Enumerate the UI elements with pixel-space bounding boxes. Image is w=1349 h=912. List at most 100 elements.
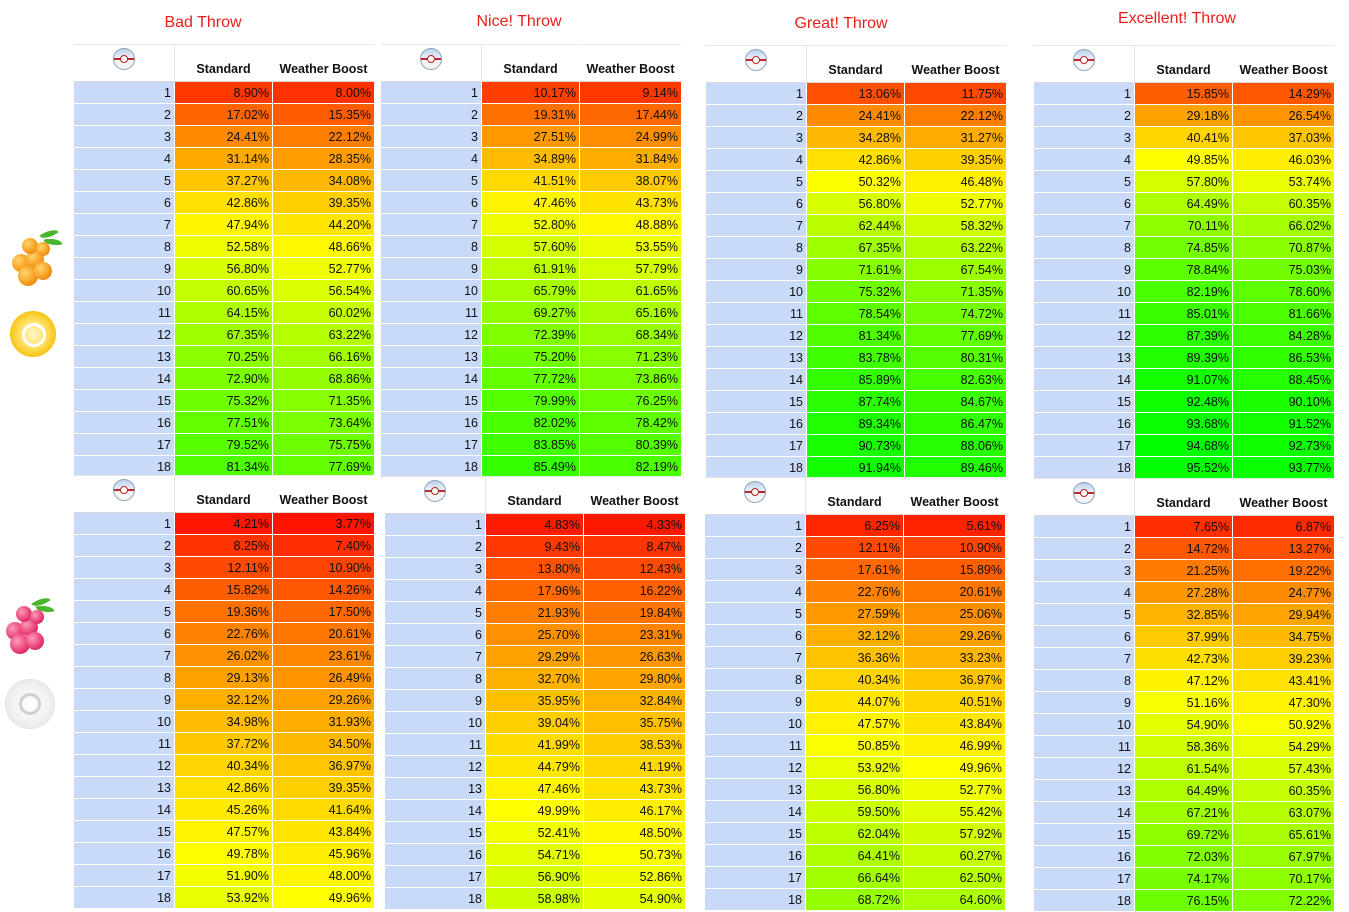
cell-weather-boost: 48.66% (272, 235, 375, 258)
column-header-weather-boost: Weather Boost (583, 476, 686, 514)
cell-weather-boost: 34.08% (272, 169, 375, 192)
cell-standard: 29.13% (174, 666, 273, 689)
row-label: 13 (385, 777, 486, 800)
table-top-2: Standard Weather Boost 1 10.17% 9.14% 2 19.31%… (381, 44, 682, 478)
throw-title-excellent: Excellent! Throw (1118, 10, 1236, 27)
cell-weather-boost: 80.39% (579, 433, 682, 456)
table-row: 15 79.99% 76.25% (381, 389, 682, 412)
row-label: 4 (381, 147, 482, 170)
cell-standard: 61.54% (1134, 757, 1233, 780)
row-label: 8 (705, 668, 806, 691)
cell-weather-boost: 66.02% (1232, 214, 1335, 237)
table-row: 11 50.85% 46.99% (705, 734, 1006, 757)
table-row: 18 58.98% 54.90% (385, 887, 686, 910)
cell-weather-boost: 52.86% (583, 865, 686, 888)
cell-weather-boost: 75.75% (272, 433, 375, 456)
row-label: 7 (74, 213, 175, 236)
cell-weather-boost: 70.17% (1232, 867, 1335, 890)
table-row: 12 72.39% 68.34% (381, 323, 682, 346)
cell-standard: 54.71% (485, 843, 584, 866)
row-label: 3 (1034, 126, 1135, 149)
premier-ball-icon (113, 479, 135, 501)
cell-standard: 78.84% (1134, 258, 1233, 281)
cell-standard: 59.50% (805, 800, 904, 823)
cell-standard: 17.02% (174, 103, 273, 126)
cell-weather-boost: 56.54% (272, 279, 375, 302)
cell-standard: 21.25% (1134, 559, 1233, 582)
row-label: 17 (74, 864, 175, 887)
table-row: 6 42.86% 39.35% (74, 191, 375, 214)
table-row: 6 47.46% 43.73% (381, 191, 682, 214)
cell-weather-boost: 40.51% (903, 690, 1006, 713)
row-label: 3 (385, 557, 486, 580)
table-row: 5 32.85% 29.94% (1034, 603, 1335, 626)
cell-weather-boost: 47.30% (1232, 691, 1335, 714)
table-row: 7 52.80% 48.88% (381, 213, 682, 236)
cell-weather-boost: 78.42% (579, 411, 682, 434)
cell-weather-boost: 23.31% (583, 623, 686, 646)
cell-weather-boost: 39.35% (272, 776, 375, 799)
table-row: 5 37.27% 34.08% (74, 169, 375, 192)
cell-standard: 47.46% (481, 191, 580, 214)
row-label: 15 (74, 389, 175, 412)
cell-weather-boost: 71.35% (272, 389, 375, 412)
cell-weather-boost: 68.34% (579, 323, 682, 346)
row-label: 7 (705, 646, 806, 669)
table-row: 16 54.71% 50.73% (385, 843, 686, 866)
row-label: 8 (74, 666, 175, 689)
table-row: 15 47.57% 43.84% (74, 820, 375, 843)
column-header-standard: Standard (1134, 45, 1233, 83)
table-bottom-2: Standard Weather Boost 1 4.83% 4.33% 2 9.43% 8.… (385, 476, 686, 910)
cell-standard: 94.68% (1134, 434, 1233, 457)
row-label: 18 (706, 456, 807, 479)
row-label: 16 (74, 411, 175, 434)
cell-standard: 52.41% (485, 821, 584, 844)
cell-standard: 58.36% (1134, 735, 1233, 758)
table-row: 5 50.32% 46.48% (706, 170, 1007, 193)
cell-standard: 34.98% (174, 710, 273, 733)
premier-ball-icon (420, 48, 442, 70)
no-medal-icon (6, 680, 54, 728)
cell-standard: 62.44% (806, 214, 905, 237)
cell-weather-boost: 39.35% (904, 148, 1007, 171)
row-label: 6 (1034, 625, 1135, 648)
row-label: 16 (385, 843, 486, 866)
table-row: 4 15.82% 14.26% (74, 578, 375, 601)
row-label: 2 (381, 103, 482, 126)
table-row: 8 47.12% 43.41% (1034, 669, 1335, 692)
table-row: 18 53.92% 49.96% (74, 886, 375, 909)
cell-standard: 51.90% (174, 864, 273, 887)
table-row: 11 41.99% 38.53% (385, 733, 686, 756)
table-top-4: Standard Weather Boost 1 15.85% 14.29% 2 29.18… (1034, 45, 1335, 479)
column-header-standard: Standard (485, 476, 584, 514)
table-row: 17 94.68% 92.73% (1034, 434, 1335, 457)
table-row: 8 40.34% 36.97% (705, 668, 1006, 691)
row-label: 13 (74, 345, 175, 368)
row-label: 1 (385, 513, 486, 536)
cell-weather-boost: 35.75% (583, 711, 686, 734)
table-top-1: Standard Weather Boost 1 8.90% 8.00% 2 17.02% 1… (74, 44, 375, 478)
table-row: 2 8.25% 7.40% (74, 534, 375, 557)
cell-standard: 49.78% (174, 842, 273, 865)
cell-weather-boost: 43.41% (1232, 669, 1335, 692)
table-row: 11 58.36% 54.29% (1034, 735, 1335, 758)
row-label: 7 (381, 213, 482, 236)
row-label: 11 (381, 301, 482, 324)
cell-weather-boost: 74.72% (904, 302, 1007, 325)
row-label: 12 (381, 323, 482, 346)
row-label: 15 (706, 390, 807, 413)
cell-weather-boost: 73.86% (579, 367, 682, 390)
row-label: 12 (385, 755, 486, 778)
cell-weather-boost: 25.06% (903, 602, 1006, 625)
row-label: 18 (1034, 456, 1135, 479)
table-row: 1 8.90% 8.00% (74, 81, 375, 104)
row-label: 7 (385, 645, 486, 668)
row-label: 13 (1034, 779, 1135, 802)
header-ball-cell (1034, 45, 1135, 83)
row-label: 4 (74, 147, 175, 170)
table-row: 12 87.39% 84.28% (1034, 324, 1335, 347)
cell-standard: 40.34% (805, 668, 904, 691)
cell-weather-boost: 9.14% (579, 81, 682, 104)
row-label: 10 (74, 710, 175, 733)
cell-standard: 47.12% (1134, 669, 1233, 692)
